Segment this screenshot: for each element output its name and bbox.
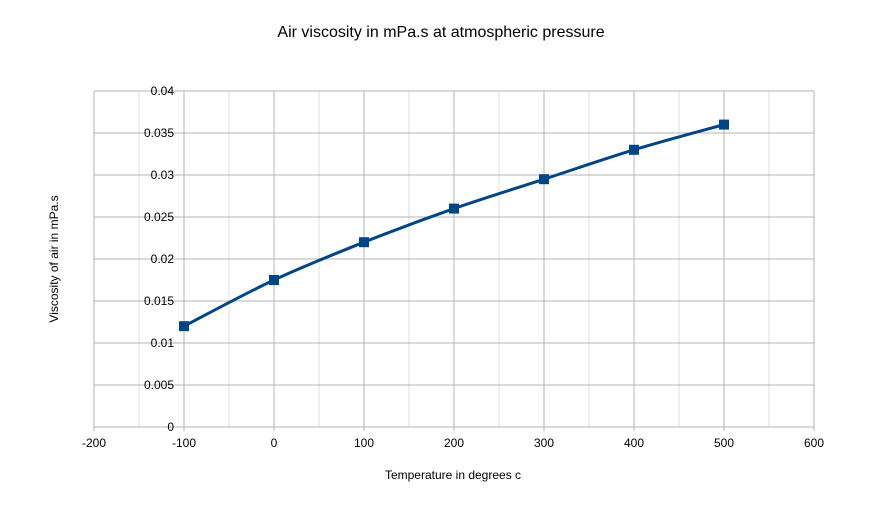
y-tick-label: 0 (167, 420, 174, 434)
y-tick-label: 0.005 (144, 378, 174, 392)
data-point-marker (179, 321, 189, 332)
x-tick-label: 600 (804, 436, 824, 450)
data-point-marker (449, 203, 459, 214)
y-tick-label: 0.02 (151, 252, 175, 266)
y-tick-label: 0.03 (151, 168, 175, 182)
x-tick-label: 0 (271, 436, 278, 450)
y-tick-label: 0.015 (144, 294, 174, 308)
data-point-marker (719, 119, 729, 130)
x-tick-label: 100 (354, 436, 374, 450)
y-tick-label: 0.035 (144, 126, 174, 140)
x-tick-label: 400 (624, 436, 644, 450)
chart-title: Air viscosity in mPa.s at atmospheric pr… (277, 24, 604, 41)
x-axis-label: Temperature in degrees c (385, 468, 521, 482)
x-tick-label: -200 (82, 436, 106, 450)
data-point-marker (269, 275, 279, 285)
data-point-marker (629, 144, 639, 155)
y-tick-label: 0.01 (151, 336, 175, 350)
x-tick-label: -100 (172, 436, 196, 450)
data-point-marker (539, 174, 549, 185)
y-axis-label: Viscosity of air in mPa.s (47, 195, 61, 322)
y-tick-label: 0.025 (144, 210, 174, 224)
data-point-marker (359, 237, 369, 248)
x-tick-label: 200 (444, 436, 464, 450)
x-tick-label: 500 (714, 436, 734, 450)
y-tick-label: 0.04 (151, 84, 175, 98)
x-tick-label: 300 (534, 436, 554, 450)
